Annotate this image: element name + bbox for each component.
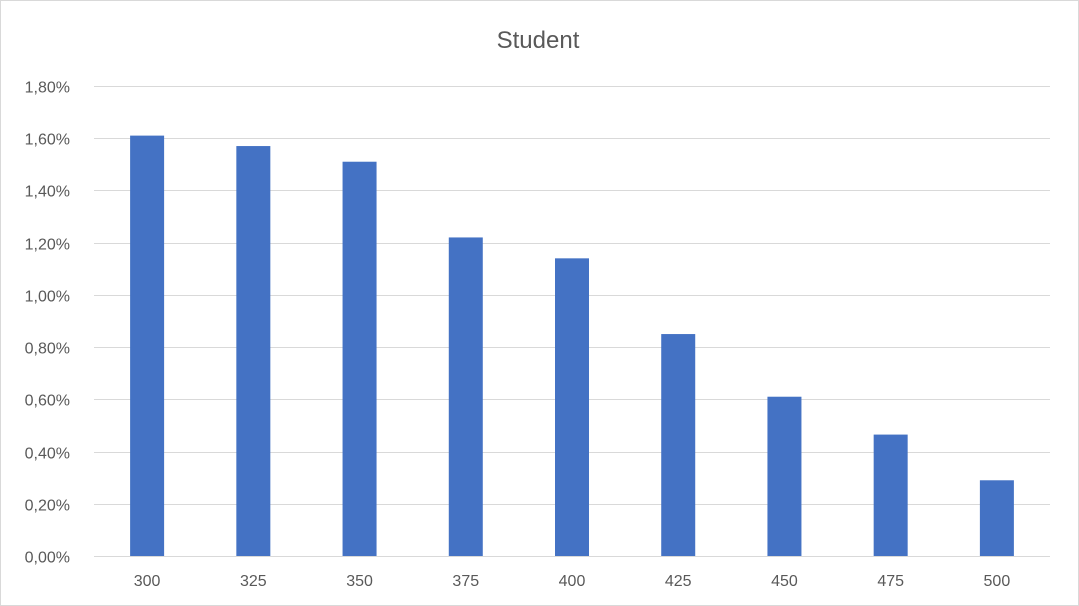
bar — [873, 434, 908, 556]
x-tick-label: 475 — [877, 573, 904, 590]
y-tick-label: 0,80% — [25, 341, 70, 358]
bar — [130, 135, 165, 556]
chart-title: Student — [497, 27, 580, 54]
x-tick-label: 400 — [559, 573, 586, 590]
y-tick-label: 0,40% — [25, 446, 70, 463]
bar — [236, 146, 271, 557]
bar — [555, 258, 589, 556]
bar — [448, 237, 483, 556]
bar — [342, 161, 377, 556]
bar — [767, 396, 802, 556]
bar — [979, 480, 1014, 556]
y-tick-label: 0,60% — [25, 393, 70, 410]
y-tick-label: 1,60% — [25, 132, 70, 149]
x-tick-label: 350 — [346, 573, 373, 590]
x-axis-tick-labels: 300 325 350 375 400 425 450 475 500 — [134, 573, 1011, 590]
x-tick-label: 450 — [771, 573, 798, 590]
y-tick-label: 1,00% — [25, 289, 70, 306]
y-tick-label: 0,00% — [25, 550, 70, 567]
y-axis-tick-labels: 0,00% 0,20% 0,40% 0,60% 0,80% 1,00% 1,20% 1,40%… — [25, 80, 70, 567]
y-tick-label: 1,80% — [25, 80, 70, 97]
x-tick-label: 375 — [452, 573, 479, 590]
bars — [130, 135, 1014, 557]
bar — [661, 334, 696, 556]
x-tick-label: 300 — [134, 573, 161, 590]
x-tick-label: 500 — [984, 573, 1011, 590]
y-tick-label: 1,20% — [25, 237, 70, 254]
y-tick-label: 1,40% — [25, 184, 70, 201]
x-tick-label: 325 — [240, 573, 267, 590]
y-tick-label: 0,20% — [25, 498, 70, 515]
x-tick-label: 425 — [665, 573, 692, 590]
